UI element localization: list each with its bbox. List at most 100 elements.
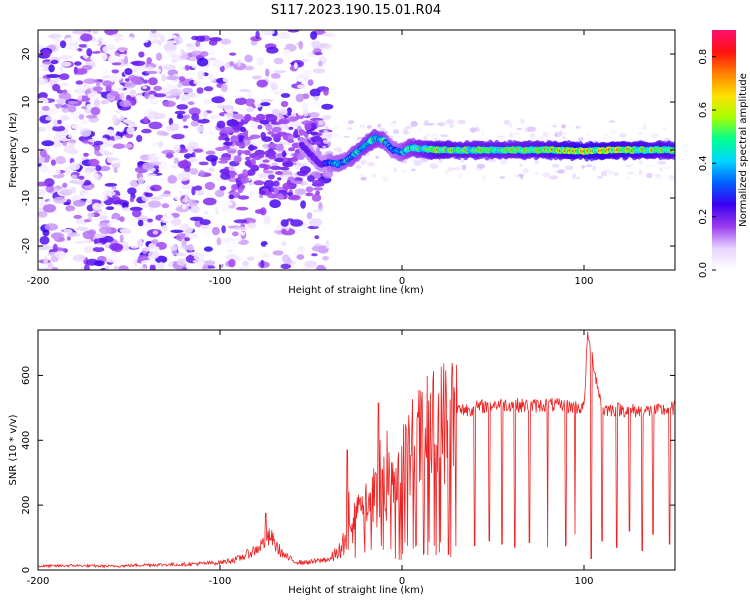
noise-blob — [219, 157, 231, 161]
noise-blob — [393, 166, 398, 173]
noise-blob — [270, 82, 278, 91]
colorbar-tick-label: 0.8 — [698, 49, 709, 65]
noise-blob — [325, 134, 332, 140]
noise-blob — [312, 179, 324, 186]
noise-blob — [179, 54, 189, 60]
noise-blob — [216, 237, 222, 246]
noise-blob — [542, 172, 551, 178]
noise-blob — [280, 100, 289, 108]
noise-blob — [643, 122, 647, 128]
noise-blob — [193, 148, 204, 153]
noise-blob — [244, 149, 251, 156]
noise-blob — [275, 144, 285, 152]
noise-blob — [454, 166, 463, 170]
noise-blob — [131, 60, 146, 66]
noise-blob — [266, 46, 279, 54]
noise-blob — [93, 233, 106, 239]
x-tick-label: 0 — [399, 576, 405, 587]
noise-blob — [237, 195, 250, 200]
noise-blob — [148, 250, 160, 259]
noise-blob — [184, 193, 189, 203]
noise-blob — [170, 229, 184, 233]
noise-blob — [317, 60, 323, 67]
noise-blob — [261, 30, 275, 36]
noise-blob — [90, 106, 101, 116]
noise-blob — [119, 216, 125, 222]
noise-blob — [402, 131, 410, 135]
noise-blob — [112, 114, 118, 124]
noise-blob — [549, 175, 559, 180]
noise-blob — [50, 159, 56, 166]
noise-blob — [112, 143, 126, 149]
noise-blob — [332, 126, 341, 130]
noise-blob — [157, 209, 167, 215]
noise-blob — [195, 35, 206, 42]
noise-blob — [445, 119, 455, 125]
noise-blob — [87, 92, 102, 100]
noise-blob — [91, 30, 99, 35]
noise-blob — [277, 193, 284, 200]
noise-blob — [393, 129, 399, 135]
noise-blob — [272, 250, 284, 256]
noise-blob — [166, 152, 173, 159]
noise-blob — [295, 93, 305, 103]
noise-blob — [109, 218, 120, 227]
noise-blob — [269, 199, 281, 209]
noise-blob — [44, 124, 53, 131]
noise-blob — [508, 132, 514, 139]
noise-blob — [55, 155, 66, 165]
noise-blob — [280, 219, 289, 227]
y-tick-label: 0 — [21, 567, 32, 573]
noise-blob — [447, 166, 454, 172]
noise-blob — [223, 141, 233, 146]
noise-blob — [101, 190, 116, 197]
noise-blob — [214, 262, 219, 269]
noise-blob — [74, 61, 82, 66]
noise-blob — [76, 226, 88, 231]
noise-blob — [90, 53, 102, 59]
noise-blob — [218, 135, 223, 141]
noise-blob — [48, 64, 55, 73]
noise-blob — [275, 171, 283, 175]
noise-blob — [167, 262, 172, 268]
noise-blob — [83, 219, 91, 223]
noise-blob — [240, 176, 249, 184]
noise-blob — [366, 125, 372, 129]
noise-blob — [307, 175, 315, 182]
noise-blob — [227, 249, 233, 253]
noise-blob — [235, 157, 242, 162]
noise-blob — [461, 164, 467, 170]
noise-blob — [136, 134, 143, 143]
noise-blob — [127, 218, 139, 228]
noise-blob — [125, 78, 130, 82]
noise-blob — [55, 131, 69, 136]
noise-blob — [170, 164, 179, 169]
noise-blob — [59, 73, 70, 80]
noise-blob — [607, 170, 615, 175]
noise-blob — [249, 191, 255, 196]
noise-blob — [281, 240, 287, 247]
noise-blob — [39, 236, 50, 245]
noise-blob — [534, 160, 539, 164]
noise-blob — [288, 126, 294, 130]
noise-blob — [124, 143, 133, 149]
noise-blob — [542, 131, 549, 137]
noise-blob — [53, 209, 60, 219]
noise-blob — [67, 104, 77, 113]
noise-blob — [38, 156, 46, 164]
colorbar-gradient — [712, 30, 736, 270]
noise-blob — [627, 172, 635, 175]
noise-blob — [142, 162, 154, 171]
noise-blob — [324, 125, 329, 130]
noise-blob — [309, 218, 323, 227]
noise-blob — [46, 74, 61, 78]
noise-blob — [440, 134, 449, 138]
noise-blob — [235, 206, 249, 211]
noise-blob — [425, 133, 430, 137]
noise-blob — [205, 154, 219, 162]
noise-blob — [60, 61, 72, 67]
noise-blob — [156, 130, 167, 136]
noise-blob — [72, 49, 80, 57]
noise-blob — [106, 259, 121, 263]
noise-blob — [296, 84, 307, 89]
